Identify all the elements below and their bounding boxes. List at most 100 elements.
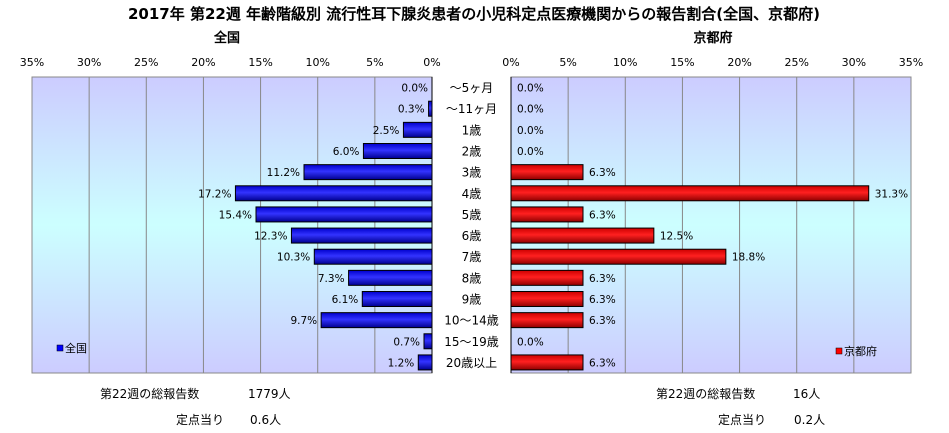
category-label: 9歳 [462, 293, 482, 307]
category-label: 1歳 [462, 123, 482, 137]
tick-label-left: 10% [305, 56, 329, 69]
data-label-national: 9.7% [290, 315, 317, 327]
bar-kyoto [510, 248, 727, 265]
tick-label-left: 25% [134, 56, 158, 69]
category-label: 15～19歳 [444, 335, 499, 349]
bar-kyoto [510, 227, 655, 244]
data-label-national: 0.0% [401, 83, 428, 95]
data-label-national: 2.5% [373, 125, 400, 137]
tick-label-right: 10% [613, 56, 637, 69]
category-label: 4歳 [462, 187, 482, 201]
category-labels: ～5ヶ月 ～11ヶ月 1歳 2歳 3歳 4歳 5歳 6歳 7歳 8歳 9歳 10～14歳 15～19歳 2… [444, 81, 499, 370]
footer-right-total-label: 第22週の総報告数 [656, 386, 755, 401]
footer-left-per-label: 定点当り [176, 412, 224, 427]
tick-label-left: 0% [423, 56, 440, 69]
bar-kyoto [510, 312, 584, 329]
tick-label-left: 35% [20, 56, 44, 69]
bar-national [234, 185, 433, 202]
data-label-kyoto: 18.8% [732, 252, 765, 264]
data-label-kyoto: 0.0% [517, 146, 544, 158]
bar-kyoto [510, 185, 870, 202]
tick-label-right: 30% [842, 56, 866, 69]
legend-left-label: 全国 [65, 341, 87, 355]
data-label-national: 6.0% [333, 146, 360, 158]
data-label-national: 7.3% [318, 273, 345, 285]
category-label: 10～14歳 [444, 314, 499, 328]
tick-label-left: 15% [248, 56, 272, 69]
legend-right: 京都府 [835, 344, 877, 358]
tick-label-right: 20% [727, 56, 751, 69]
data-label-kyoto: 0.0% [517, 104, 544, 116]
data-label-kyoto: 31.3% [875, 188, 908, 200]
category-label: 20歳以上 [446, 356, 497, 370]
bar-national [402, 121, 433, 138]
tick-label-right: 5% [559, 56, 576, 69]
footer-right-per-value: 0.2人 [794, 413, 825, 427]
tick-label-right: 35% [899, 56, 923, 69]
legend-left-swatch [56, 344, 64, 352]
data-label-national: 0.3% [398, 104, 425, 116]
data-label-national: 6.1% [332, 294, 359, 306]
data-labels: 0.0% 0.0% 0.3% 0.0% 2.5% 0.0% 6.0% 0.0% 11.2% 6.3… [198, 83, 908, 370]
data-label-kyoto: 6.3% [589, 209, 616, 221]
category-label: ～11ヶ月 [446, 102, 497, 116]
data-label-national: 10.3% [277, 252, 310, 264]
footer-right-total-value: 16人 [793, 387, 820, 401]
bar-national [303, 164, 433, 181]
left-panel-title: 全国 [213, 30, 240, 46]
data-label-kyoto: 0.0% [517, 125, 544, 137]
category-label: 6歳 [462, 229, 482, 243]
tick-label-left: 20% [191, 56, 215, 69]
footer-left-per-value: 0.6人 [250, 413, 281, 427]
category-label: ～5ヶ月 [450, 81, 494, 95]
legend-right-swatch [835, 347, 843, 355]
left-plot-area [31, 76, 433, 374]
data-label-kyoto: 12.5% [660, 231, 693, 243]
footer-left: 第22週の総報告数 1779人 定点当り 0.6人 [100, 386, 291, 427]
data-label-national: 1.2% [388, 357, 415, 369]
data-label-kyoto: 6.3% [589, 273, 616, 285]
bar-national [361, 291, 433, 307]
bar-national [320, 312, 433, 329]
right-plot-area [510, 76, 912, 374]
footer-left-total-label: 第22週の総報告数 [100, 386, 199, 401]
data-label-kyoto: 0.0% [517, 83, 544, 95]
data-label-national: 0.7% [393, 336, 420, 348]
bar-kyoto [510, 269, 584, 286]
bar-kyoto [510, 291, 584, 307]
tick-label-left: 5% [366, 56, 383, 69]
data-label-national: 11.2% [267, 167, 300, 179]
footer-left-total-value: 1779人 [248, 387, 291, 401]
bar-national [362, 143, 433, 159]
grid-lines [88, 77, 855, 373]
bar-national [290, 227, 433, 244]
bar-national [423, 333, 433, 350]
footer-right: 第22週の総報告数 16人 定点当り 0.2人 [656, 386, 825, 427]
data-label-kyoto: 6.3% [589, 167, 616, 179]
bar-kyoto [510, 206, 584, 223]
data-label-kyoto: 0.0% [517, 336, 544, 348]
footer-right-per-label: 定点当り [718, 412, 766, 427]
bar-national [417, 354, 433, 371]
bar-national [255, 206, 433, 223]
tick-label-right: 15% [670, 56, 694, 69]
bar-national [428, 100, 433, 117]
bar-national [348, 269, 433, 286]
bars [234, 100, 870, 371]
bar-kyoto [510, 354, 584, 371]
axis-ticks: 0% 0% 5% 5% 10% 10% 15% 15% 20% 20% 25% 25% 30% 30% 35… [20, 56, 923, 69]
data-label-kyoto: 6.3% [589, 315, 616, 327]
tick-label-right: 0% [502, 56, 519, 69]
data-label-national: 17.2% [198, 188, 231, 200]
bar-national [313, 248, 433, 265]
data-label-kyoto: 6.3% [589, 294, 616, 306]
tick-label-left: 30% [77, 56, 101, 69]
category-label: 2歳 [462, 145, 482, 159]
bar-kyoto [510, 164, 584, 181]
category-label: 5歳 [462, 208, 482, 222]
category-label: 7歳 [462, 250, 482, 264]
data-label-national: 15.4% [219, 209, 252, 221]
tick-label-right: 25% [784, 56, 808, 69]
data-label-national: 12.3% [254, 231, 287, 243]
